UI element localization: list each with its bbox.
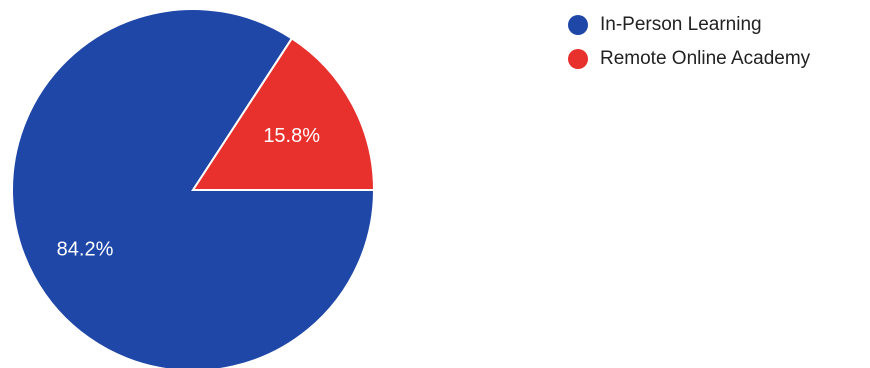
pie-label-remote: 15.8% bbox=[263, 125, 320, 147]
legend: In-Person Learning Remote Online Academy bbox=[568, 8, 810, 76]
legend-swatch-remote bbox=[568, 49, 588, 69]
pie-slices bbox=[11, 8, 376, 368]
legend-label-in-person: In-Person Learning bbox=[600, 14, 762, 35]
legend-item-in-person[interactable]: In-Person Learning bbox=[568, 8, 810, 42]
legend-swatch-in-person bbox=[568, 15, 588, 35]
pie-label-in-person: 84.2% bbox=[57, 238, 114, 260]
pie-slice-remote[interactable] bbox=[191, 37, 376, 191]
legend-item-remote[interactable]: Remote Online Academy bbox=[568, 42, 810, 76]
pie-labels: 84.2% 15.8% bbox=[57, 125, 321, 260]
legend-label-remote: Remote Online Academy bbox=[600, 48, 811, 69]
